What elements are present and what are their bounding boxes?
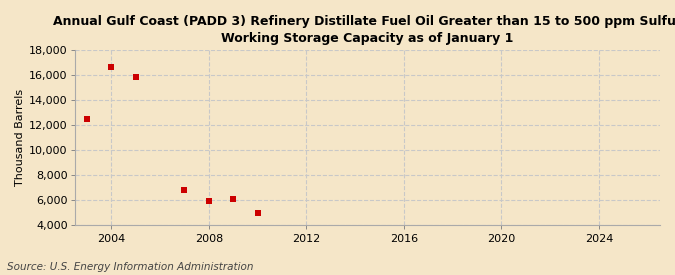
Point [82,117,92,121]
Text: Source: U.S. Energy Information Administration: Source: U.S. Energy Information Administ… [7,262,253,272]
Point [228,197,239,201]
Y-axis label: Thousand Barrels: Thousand Barrels [15,89,25,186]
Point [203,199,214,204]
Title: Annual Gulf Coast (PADD 3) Refinery Distillate Fuel Oil Greater than 15 to 500 p: Annual Gulf Coast (PADD 3) Refinery Dist… [53,15,675,45]
Point [179,188,190,192]
Point [252,210,263,215]
Point [130,74,141,79]
Point [106,64,117,69]
